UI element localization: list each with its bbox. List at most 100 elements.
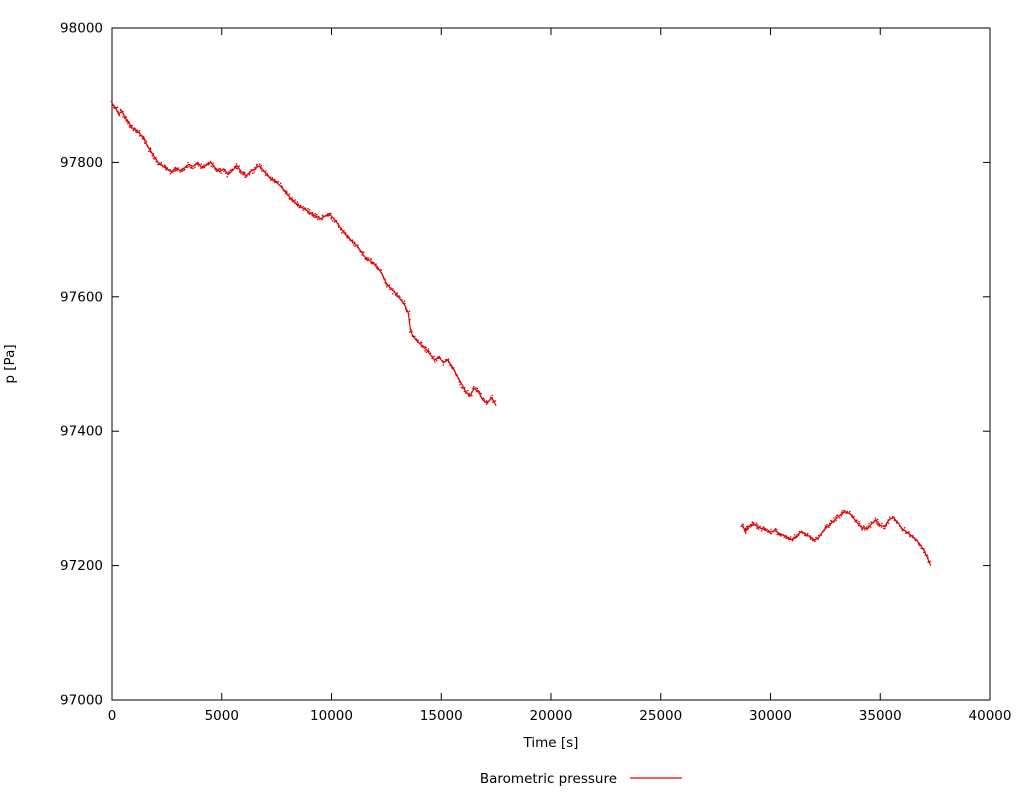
data-point: [353, 241, 356, 244]
data-point: [425, 351, 428, 354]
data-point: [745, 532, 747, 535]
data-point: [455, 374, 458, 377]
data-point: [122, 113, 125, 115]
data-point: [177, 168, 179, 171]
data-point: [398, 295, 401, 297]
series-points: [110, 100, 932, 566]
data-point: [342, 230, 344, 232]
data-point: [315, 216, 318, 218]
x-tick-label: 40000: [969, 708, 1012, 724]
data-point: [872, 521, 875, 524]
data-point: [292, 200, 295, 202]
data-point: [155, 156, 157, 159]
data-point: [460, 386, 463, 389]
data-point: [382, 275, 384, 277]
data-point: [896, 520, 898, 522]
data-point: [254, 168, 257, 171]
data-point: [327, 213, 329, 215]
data-point: [775, 530, 778, 533]
data-point: [350, 240, 352, 242]
data-point: [276, 182, 279, 184]
data-point: [277, 181, 280, 183]
data-point: [174, 169, 176, 171]
data-point: [348, 236, 350, 238]
data-point: [491, 394, 494, 397]
data-point: [489, 398, 492, 401]
data-point: [404, 308, 407, 310]
data-point: [829, 522, 831, 525]
data-point: [874, 517, 877, 520]
data-point: [406, 310, 408, 313]
data-point: [147, 146, 149, 148]
data-point: [311, 214, 313, 216]
data-point: [276, 180, 278, 183]
data-point: [404, 302, 406, 305]
data-point: [834, 518, 837, 521]
data-point: [755, 523, 757, 526]
data-point: [138, 135, 141, 137]
data-point: [785, 536, 787, 538]
data-point: [327, 214, 330, 216]
data-point: [848, 512, 851, 515]
data-point: [772, 530, 774, 533]
data-point: [187, 161, 189, 164]
x-tick-label: 15000: [420, 708, 463, 724]
data-point: [288, 197, 291, 200]
x-tick-label: 5000: [205, 708, 239, 724]
data-point: [427, 348, 430, 350]
data-point: [467, 395, 470, 397]
data-point: [367, 257, 370, 259]
data-point: [311, 211, 314, 214]
y-tick-label: 97600: [60, 289, 103, 305]
data-point: [453, 367, 455, 369]
data-point: [260, 170, 263, 172]
data-point: [216, 168, 219, 171]
data-point: [814, 540, 816, 542]
data-point: [128, 124, 131, 127]
data-point: [357, 244, 359, 246]
data-point: [386, 285, 388, 288]
data-point: [400, 300, 403, 302]
data-point: [407, 313, 410, 315]
data-point: [752, 524, 755, 526]
data-point: [174, 166, 176, 169]
data-point: [421, 344, 424, 347]
data-point: [833, 517, 835, 519]
plot-border: [111, 27, 991, 701]
data-point: [773, 529, 776, 531]
data-point: [376, 266, 378, 268]
data-point: [212, 166, 214, 168]
data-point: [763, 526, 765, 528]
data-point: [909, 535, 911, 538]
data-point: [820, 534, 823, 536]
data-point: [410, 328, 412, 331]
data-point: [867, 525, 869, 527]
data-point: [149, 148, 152, 151]
data-point: [458, 381, 461, 383]
data-point: [209, 160, 212, 163]
data-point: [425, 346, 427, 349]
data-point: [382, 277, 385, 280]
data-point: [381, 273, 384, 276]
data-point: [274, 180, 277, 182]
data-point: [744, 530, 746, 532]
data-point: [291, 197, 294, 199]
data-point: [895, 522, 898, 524]
data-point: [290, 199, 293, 201]
data-point: [338, 225, 341, 228]
data-point: [340, 232, 343, 234]
data-point: [420, 342, 423, 344]
data-point: [190, 166, 193, 169]
x-tick-label: 10000: [310, 708, 353, 724]
data-point: [192, 167, 194, 170]
data-point: [804, 534, 806, 537]
data-point: [920, 547, 922, 550]
data-point: [788, 538, 790, 541]
data-point: [384, 278, 386, 280]
data-point: [360, 250, 363, 253]
data-point: [840, 515, 843, 517]
data-point: [488, 399, 491, 402]
data-point: [332, 220, 334, 222]
data-point: [459, 384, 461, 386]
data-point: [742, 523, 744, 526]
